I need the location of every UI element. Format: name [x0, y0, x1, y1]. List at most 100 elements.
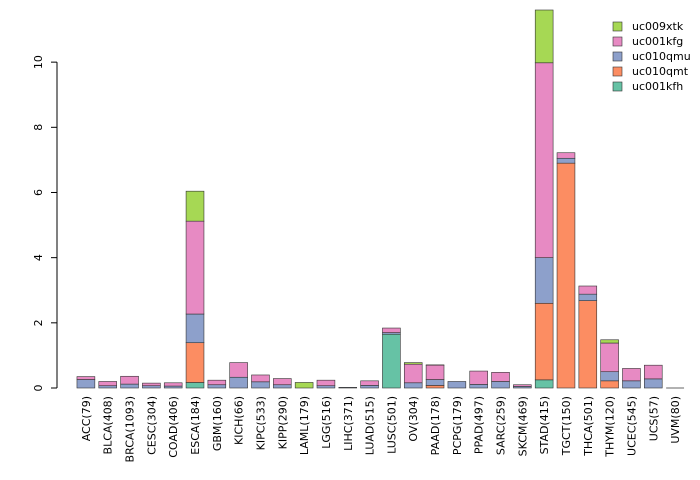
bar-segment-uc010qmu [273, 384, 292, 389]
legend-swatch-uc001kfh [612, 81, 623, 92]
bar-segment-uc010qmu [578, 293, 598, 301]
bar-segment-uc001kfg [578, 285, 598, 295]
bar-segment-uc010qmu [644, 378, 663, 389]
bar-segment-uc001kfg [163, 382, 183, 387]
bar-segment-uc010qmu [142, 385, 161, 389]
x-tick-label: UVM(80) [669, 396, 682, 444]
legend-label-uc010qmt: uc010qmt [632, 65, 689, 78]
bar-segment-uc001kfh [185, 382, 205, 389]
legend-swatch-uc001kfg [612, 36, 623, 47]
x-tick-label: PCPG(179) [451, 396, 464, 455]
bar-segment-uc001kfg [644, 364, 663, 380]
x-tick-label: UCEC(545) [625, 396, 638, 456]
bar-segment-uc010qmt [534, 302, 554, 381]
x-tick-label: STAD(415) [538, 396, 551, 454]
x-tick-label: OV(304) [407, 396, 420, 442]
x-axis-labels: ACC(79) BLCA(408) BRCA(1093) CESC(304) COAD(… [80, 396, 682, 462]
x-tick-label: KICH(66) [233, 396, 246, 445]
bar-segment-uc010qmu [207, 384, 227, 389]
bar-segment-uc001kfg [425, 364, 445, 380]
bar-segment-uc010qmu [491, 381, 510, 389]
bar-segment-uc001kfg [185, 220, 205, 315]
bar-segment-uc001kfg [76, 376, 96, 380]
bar-segment-uc001kfg [534, 62, 554, 258]
bar-segment-uc009xtk [185, 190, 205, 222]
bar-segment-uc010qmt [556, 162, 576, 389]
x-tick-label: BRCA(1093) [124, 396, 137, 462]
x-tick-label: LGG(516) [320, 396, 333, 449]
x-tick-label: LUSC(501) [385, 396, 398, 454]
bar-segment-uc010qmu [403, 382, 423, 389]
bar-segment-uc010qmu [338, 387, 358, 389]
y-tick-label: 4 [32, 254, 45, 261]
x-tick-label: ESCA(184) [189, 396, 202, 455]
bar-segment-uc001kfh [534, 379, 554, 389]
bar-segment-uc010qmu [600, 371, 619, 382]
bar-segment-uc001kfg [382, 327, 401, 333]
bar-segment-uc001kfg [98, 381, 117, 387]
y-tick-label: 2 [32, 319, 45, 326]
bar-segment-uc010qmt [578, 300, 598, 389]
bar-segment-uc010qmt [185, 342, 205, 383]
x-tick-label: PPAD(497) [473, 396, 486, 454]
x-tick-label: BLCA(408) [102, 396, 115, 454]
bar-segment-uc010qmu [469, 384, 488, 389]
bar-segment-uc001kfg [360, 380, 379, 386]
bar-segment-uc001kfg [469, 370, 488, 385]
bar-segment-uc001kfg [251, 374, 270, 383]
x-tick-label: CESC(304) [145, 396, 158, 455]
x-tick-label: TGCT(150) [560, 396, 573, 456]
bar-segment-uc010qmu [316, 385, 336, 389]
bar-segment-uc010qmt [425, 385, 445, 389]
x-tick-label: KIPC(533) [254, 396, 267, 450]
bar-segment-uc010qmu [251, 381, 270, 389]
bar-segment-uc010qmu [447, 381, 467, 389]
x-tick-label: KIPP(290) [276, 396, 289, 449]
bar-segment-uc001kfg [622, 368, 641, 382]
bar-segment-uc009xtk [600, 339, 619, 344]
x-tick-label: ACC(79) [80, 396, 93, 441]
bar-segment-uc010qmu [120, 383, 139, 389]
legend-swatch-uc010qmt [612, 66, 623, 77]
legend-label-uc009xtk: uc009xtk [632, 20, 684, 33]
bar-segment-uc001kfg [513, 384, 532, 387]
legend-swatch-uc010qmu [612, 51, 623, 62]
bar-segment-uc001kfg [556, 152, 576, 159]
x-tick-label: SKCM(469) [516, 396, 529, 456]
x-tick-label: PAAD(178) [429, 396, 442, 455]
bar-segment-uc001kfg [273, 378, 292, 386]
x-tick-label: UCS(57) [647, 396, 660, 441]
bar-segment-uc010qmt [600, 380, 619, 389]
legend-label-uc001kfh: uc001kfh [632, 80, 683, 93]
x-tick-label: THYM(120) [604, 396, 617, 458]
x-tick-label: COAD(406) [167, 396, 180, 458]
x-tick-label: THCA(501) [582, 396, 595, 457]
bar-segment-uc001kfg [316, 379, 336, 387]
y-axis: 0 2 4 6 8 10 [32, 55, 58, 392]
bar-segment-uc010qmu [98, 385, 117, 389]
bar-segment-uc010qmu [622, 380, 641, 389]
bar-segment-uc009xtk [294, 382, 314, 389]
legend: uc009xtk uc001kfg uc010qmu uc010qmt uc001kfh [612, 20, 691, 93]
legend-swatch-uc009xtk [612, 21, 623, 32]
y-tick-label: 8 [32, 124, 45, 131]
bar-segment-uc001kfg [491, 372, 510, 382]
bar-segment-uc001kfg [229, 362, 248, 378]
bar-segment-uc010qmu [229, 376, 248, 389]
legend-label-uc010qmu: uc010qmu [632, 50, 691, 63]
bar-segment-uc010qmu [360, 385, 379, 389]
x-tick-label: GBM(160) [211, 396, 224, 451]
bar-segment-uc001kfg [403, 363, 423, 384]
bar-segment-uc010qmu [534, 257, 554, 304]
x-tick-label: SARC(259) [495, 396, 508, 455]
y-tick-label: 6 [32, 189, 45, 196]
bars [76, 9, 685, 389]
bar-segment-uc001kfg [120, 375, 139, 385]
bar-segment-uc010qmu [76, 379, 96, 389]
bar-segment-uc001kfh [382, 333, 401, 389]
x-tick-label: LAML(179) [298, 396, 311, 455]
bar-segment-uc010qmu [185, 313, 205, 344]
bar-segment-uc010qmu [556, 157, 576, 164]
y-tick-label: 10 [32, 55, 45, 69]
